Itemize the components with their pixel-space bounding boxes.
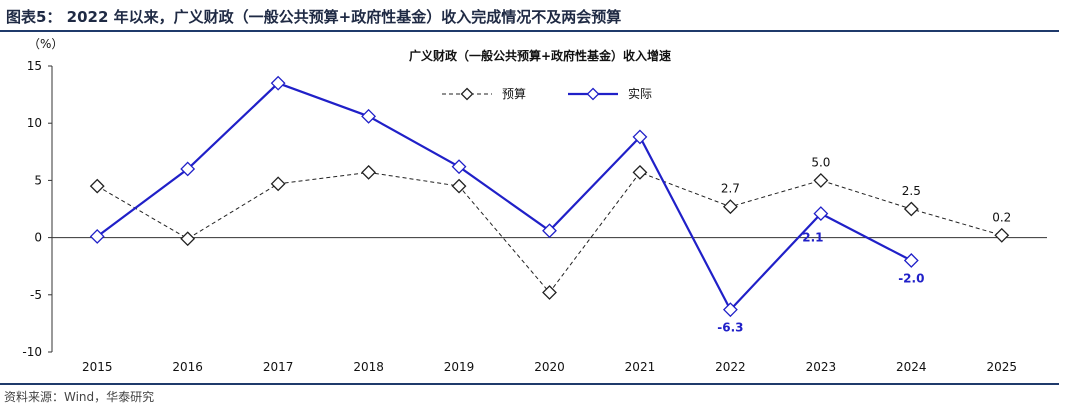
legend-marker-1 <box>586 87 600 101</box>
data-point-marker <box>180 161 196 177</box>
data-label: 2.1 <box>802 231 823 245</box>
series-line-1 <box>96 81 912 312</box>
data-point-marker <box>813 172 829 188</box>
y-tick-label: 15 <box>27 59 42 73</box>
x-tick-label: 2025 <box>986 360 1017 374</box>
x-tick-label: 2020 <box>534 360 565 374</box>
chart-title: 广义财政（一般公共预算+政府性基金）收入增速 <box>409 48 671 63</box>
data-point-marker <box>361 108 377 124</box>
data-point-marker <box>89 178 105 194</box>
legend-label-1: 实际 <box>628 86 652 101</box>
y-tick-label: -5 <box>30 288 42 302</box>
series-layer <box>89 75 1010 318</box>
y-tick-label: 5 <box>34 173 42 187</box>
data-label: 0.2 <box>992 210 1011 224</box>
x-tick-label: 2022 <box>715 360 746 374</box>
data-point-marker <box>994 227 1010 243</box>
data-point-marker <box>722 302 738 318</box>
y-tick-label: 10 <box>27 116 42 130</box>
x-tick-label: 2016 <box>172 360 203 374</box>
data-point-marker <box>632 164 648 180</box>
y-tick-label: -10 <box>22 345 42 359</box>
x-tick-label: 2023 <box>806 360 837 374</box>
data-label: 5.0 <box>811 155 830 169</box>
axes: 15 10 5 0 -5 -10 2015 2016 2017 2018 2019 2020 2021 2… <box>22 59 1047 374</box>
data-point-marker <box>270 75 286 91</box>
data-point-marker <box>180 231 196 247</box>
data-point-marker <box>361 164 377 180</box>
source-note: 资料来源：Wind，华泰研究 <box>4 390 155 404</box>
data-point-marker <box>903 253 919 268</box>
data-label: -2.0 <box>898 271 924 285</box>
y-tick-label: 0 <box>34 231 42 245</box>
data-point-marker <box>722 199 738 215</box>
legend: 预算 实际 <box>442 86 652 101</box>
x-tick-label: 2024 <box>896 360 927 374</box>
legend-label-0: 预算 <box>502 86 526 101</box>
data-point-marker <box>542 285 557 300</box>
legend-marker-0 <box>460 87 474 101</box>
x-tick-label: 2019 <box>444 360 475 374</box>
x-tick-label: 2018 <box>353 360 384 374</box>
labels-layer: 2.7 5.0 2.5 0.2 -6.3 2.1 -2.0 <box>717 155 1011 334</box>
x-tick-label: 2021 <box>625 360 656 374</box>
data-point-marker <box>903 201 919 217</box>
data-point-marker <box>89 229 105 244</box>
data-point-marker <box>270 176 286 192</box>
data-point-marker <box>813 206 829 221</box>
y-axis-label: （%） <box>28 37 63 51</box>
figure-title: 图表5： 2022 年以来，广义财政（一般公共预算+政府性基金）收入完成情况不及… <box>6 8 622 26</box>
data-label: 2.7 <box>721 182 740 196</box>
x-tick-label: 2017 <box>263 360 294 374</box>
data-point-marker <box>451 159 467 175</box>
top-rule <box>0 30 1059 32</box>
data-point-marker <box>632 129 648 145</box>
bottom-rule <box>0 383 1059 385</box>
data-label: 2.5 <box>902 184 921 198</box>
data-point-marker <box>451 178 467 194</box>
data-label: -6.3 <box>717 321 743 335</box>
x-tick-label: 2015 <box>82 360 113 374</box>
data-point-marker <box>542 223 557 239</box>
line-chart: 15 10 5 0 -5 -10 2015 2016 2017 2018 2019 2020 2021 2… <box>22 37 1047 374</box>
